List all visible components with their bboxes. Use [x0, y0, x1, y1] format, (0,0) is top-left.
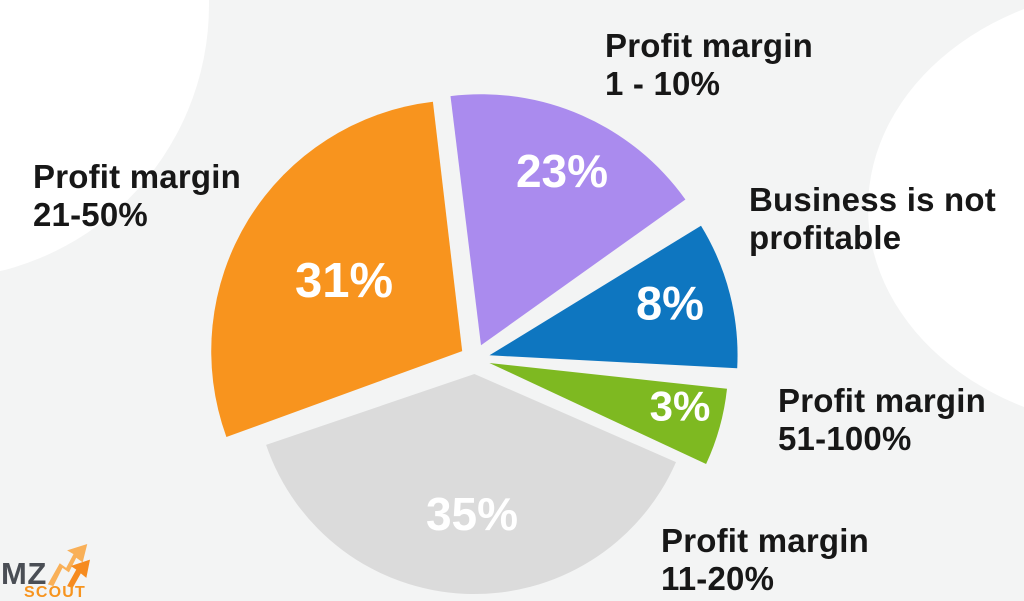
- category-label-line: Profit margin: [605, 27, 813, 64]
- slice-category-label-3: Profit margin 11-20%: [661, 522, 869, 598]
- slice-value-label-4: 31%: [295, 254, 393, 308]
- category-label-line: 1 - 10%: [605, 65, 721, 102]
- slice-category-label-4: Profit margin 21-50%: [33, 158, 241, 234]
- slice-value-label-0: 23%: [516, 145, 608, 197]
- pie-slice-4: [211, 101, 463, 438]
- slice-category-label-0: Profit margin 1 - 10%: [605, 27, 813, 103]
- logo-text-mz: MZ: [1, 556, 47, 591]
- light-arrow-shape: [47, 544, 88, 587]
- amzscout-logo: MZ SCOUT: [0, 538, 110, 601]
- slice-value-label-2: 3%: [650, 383, 711, 430]
- logo-text-scout: SCOUT: [24, 584, 86, 601]
- slice-value-label-3: 35%: [426, 488, 518, 540]
- growth-arrows-icon: [47, 544, 90, 588]
- category-label-line: Profit margin: [661, 522, 869, 559]
- category-label-line: 21-50%: [33, 196, 148, 233]
- slice-category-label-2: Profit margin 51-100%: [778, 382, 986, 458]
- category-label-line: profitable: [749, 219, 902, 256]
- category-label-line: Profit margin: [33, 158, 241, 195]
- category-label-line: Business is not: [749, 181, 996, 218]
- pie-slice-0: [450, 94, 686, 346]
- category-label-line: 11-20%: [661, 560, 775, 597]
- category-label-line: 51-100%: [778, 420, 912, 457]
- slice-value-label-1: 8%: [636, 277, 704, 330]
- category-label-line: Profit margin: [778, 382, 986, 419]
- dark-arrow-shape: [67, 559, 90, 588]
- slice-category-label-1: Business is not profitable: [749, 181, 996, 257]
- pie-slice-2: [489, 363, 727, 464]
- pie-slice-3: [266, 374, 676, 595]
- pie-slice-1: [489, 225, 738, 369]
